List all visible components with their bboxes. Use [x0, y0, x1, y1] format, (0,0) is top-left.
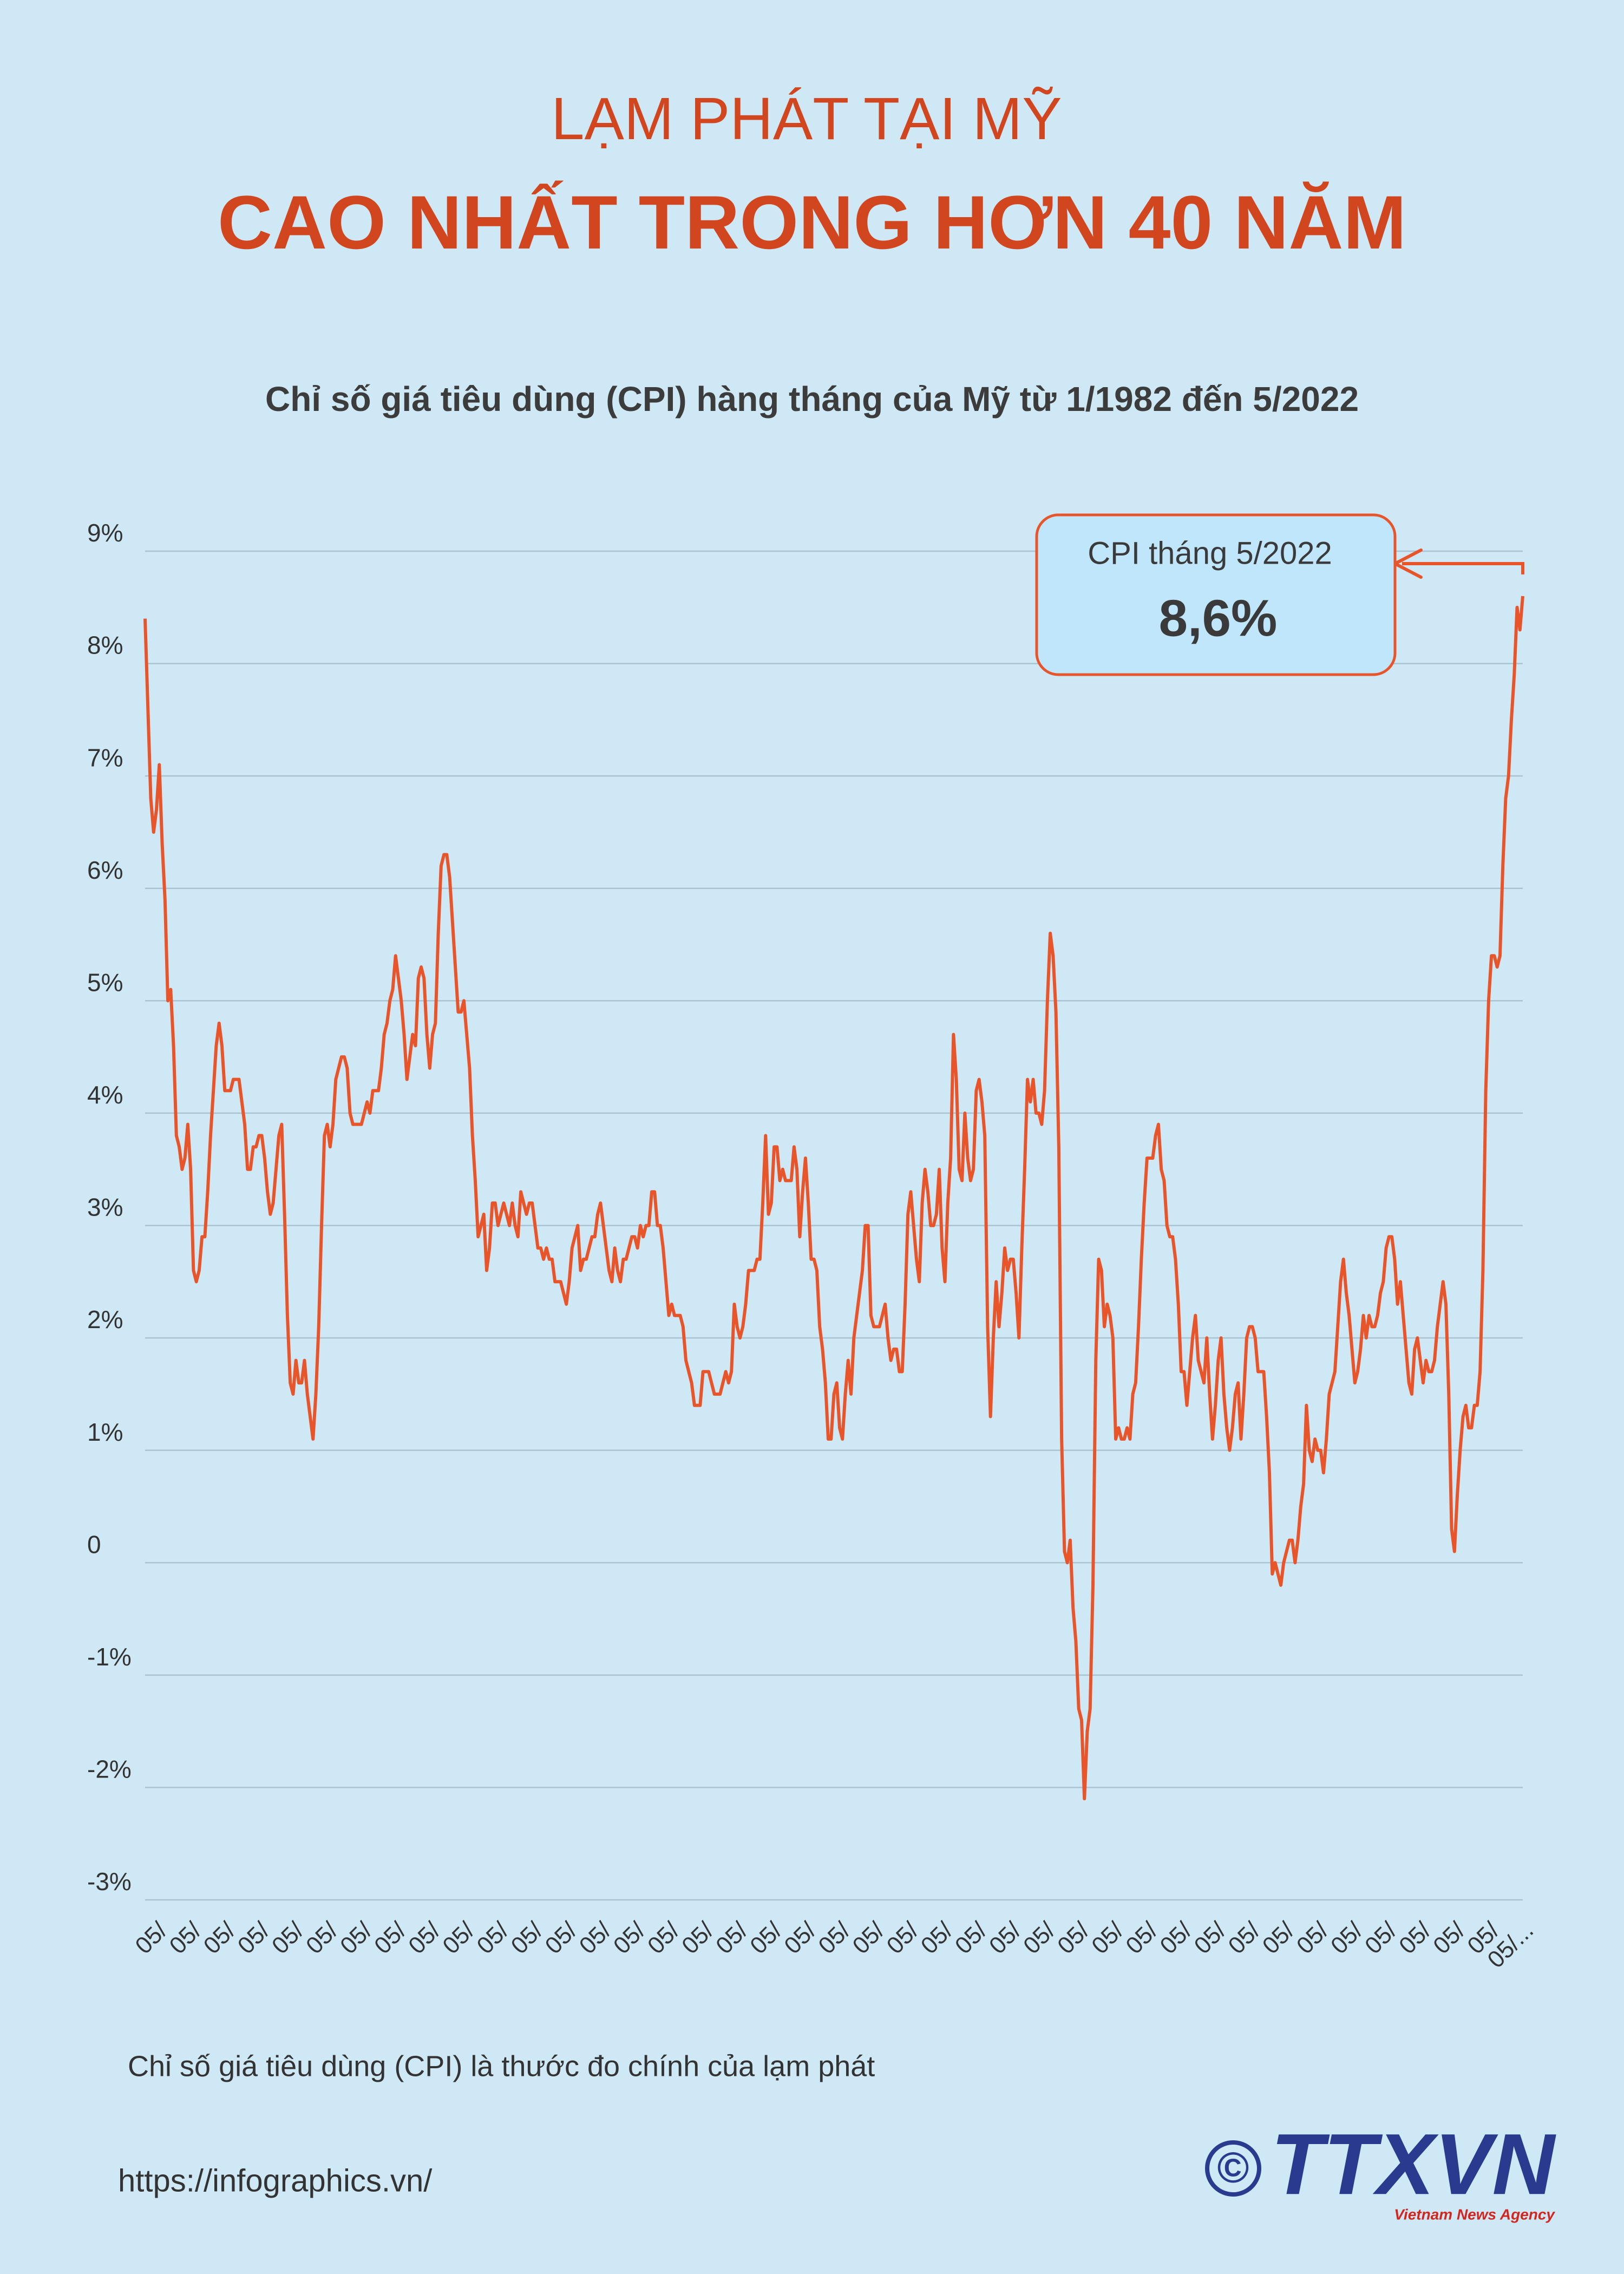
source-url: https://infographics.vn/ [118, 2163, 433, 2198]
annotation-arrow [1402, 562, 1524, 575]
y-tick-label: 5% [87, 968, 123, 996]
footnote: Chỉ số giá tiêu dùng (CPI) là thước đo c… [128, 2050, 875, 2082]
annotation-label: CPI tháng 5/2022 [1088, 535, 1332, 571]
copyright: © [1217, 2144, 1249, 2192]
title-line1: LẠM PHÁT TẠI MỸ [551, 86, 1062, 152]
logo-subtitle: Vietnam News Agency [1394, 2206, 1555, 2223]
y-tick-label: 3% [87, 1193, 123, 1221]
annotation-box [1035, 513, 1397, 676]
y-tick-label: 6% [87, 856, 123, 884]
annotation-value: 8,6% [1159, 589, 1278, 647]
chart-subtitle: Chỉ số giá tiêu dùng (CPI) hàng tháng củ… [265, 380, 1359, 419]
y-tick-label: 8% [87, 631, 123, 659]
y-tick-label: 4% [87, 1081, 123, 1109]
y-tick-label: 0 [87, 1530, 101, 1558]
y-tick-label: 1% [87, 1418, 123, 1446]
y-tick-label: -2% [87, 1755, 132, 1783]
annotation-arrowhead [1393, 548, 1423, 579]
y-tick-label: 2% [87, 1305, 123, 1334]
copyright-circle [1205, 2140, 1261, 2197]
y-tick-label: -3% [87, 1867, 132, 1896]
cpi-line [143, 596, 1524, 1801]
y-tick-label: -1% [87, 1643, 132, 1671]
title-line2: CAO NHẤT TRONG HƠN 40 NĂM [218, 180, 1406, 265]
y-tick-label: 7% [87, 743, 123, 772]
logo: TTXVN [1271, 2115, 1557, 2212]
y-tick-label: 9% [87, 519, 123, 547]
